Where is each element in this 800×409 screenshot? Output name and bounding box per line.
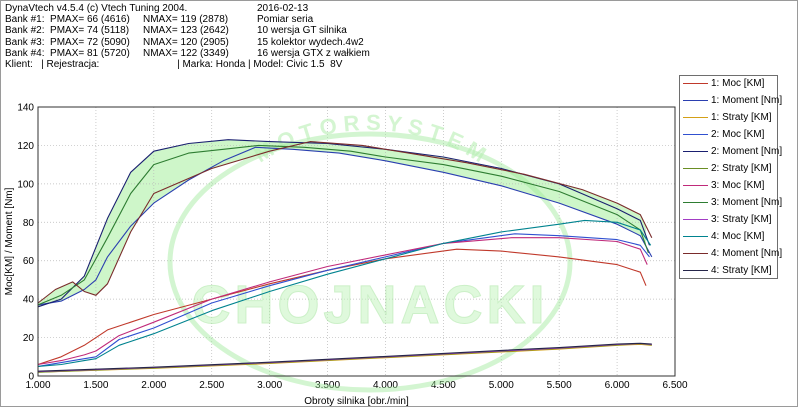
legend-swatch [683, 253, 708, 254]
legend-swatch [683, 219, 708, 220]
y-tick-label: 40 [23, 295, 35, 306]
y-tick-label: 20 [23, 333, 35, 344]
legend-item: 4: Straty [KM] [680, 263, 777, 280]
watermark-ring [167, 131, 573, 393]
legend-swatch [683, 117, 708, 118]
legend-swatch [683, 83, 708, 84]
bank-3-pmax: Bank #3: PMAX= 72 (5090) [5, 36, 130, 48]
legend-label: 1: Moment [Nm] [711, 95, 783, 106]
bank-3-description: 15 kolektor wydech.4w2 [257, 36, 364, 48]
legend-item: 1: Straty [KM] [680, 110, 777, 127]
series-line-10 [37, 219, 652, 367]
y-tick-label: 120 [17, 141, 34, 152]
legend-label: 3: Moc [KM] [711, 180, 765, 191]
bank-1-pmax: Bank #1: PMAX= 66 (4616) [5, 14, 130, 26]
legend-swatch [683, 151, 708, 152]
legend-swatch [683, 168, 708, 169]
plot-area-border [37, 106, 676, 377]
y-tick-label: 0 [28, 372, 34, 383]
bank-1-description: Pomiar seria [257, 14, 314, 26]
legend-label: 1: Moc [KM] [711, 78, 765, 89]
legend-item: 1: Moment [Nm] [680, 93, 782, 110]
legend-swatch [683, 270, 708, 271]
legend-item: 4: Moc [KM] [680, 229, 777, 246]
legend-swatch [683, 236, 708, 237]
moment-band-area [38, 139, 646, 307]
y-axis-title: Moc[KM] / Moment [Nm] [4, 187, 15, 295]
bank-1-nmax: NMAX= 119 (2878) [143, 14, 229, 26]
legend-label: 2: Straty [KM] [711, 163, 772, 174]
x-tick-label: 6.500 [662, 380, 687, 391]
legend-swatch [683, 100, 708, 101]
legend-item: 4: Moment [Nm] [680, 246, 782, 263]
legend-swatch [683, 202, 708, 203]
bank-4-description: 16 wersja GTX z wałkiem [257, 47, 370, 59]
series-line-5 [37, 139, 651, 308]
header-row-bank-3: Bank #3: PMAX= 72 (5090) NMAX= 120 (2905… [5, 36, 364, 48]
series-line-12 [37, 342, 652, 372]
legend-label: 2: Moc [KM] [711, 129, 765, 140]
series-line-4 [37, 233, 650, 367]
bank-3-nmax: NMAX= 120 (2905) [143, 36, 229, 48]
series-line-2 [37, 146, 653, 306]
client-vehicle-info: Klient: | Rejestracja: | Marka: Honda | … [5, 58, 343, 70]
chart-legend: 1: Moc [KM] 1: Moment [Nm] 1: Straty [KM] 2… [679, 75, 782, 280]
series-line-7 [37, 237, 648, 366]
x-tick-label: 5.500 [547, 380, 572, 391]
legend-swatch [683, 134, 708, 135]
x-tick-label: 6.000 [605, 380, 630, 391]
legend-swatch [683, 185, 708, 186]
y-tick-label: 100 [17, 179, 34, 190]
chart-series [37, 139, 653, 373]
x-tick-label: 3.500 [315, 380, 340, 391]
x-tick-label: 2.500 [199, 380, 224, 391]
header-row-bank-1: Bank #1: PMAX= 66 (4616) NMAX= 119 (2878… [5, 14, 342, 25]
bank-2-pmax: Bank #2: PMAX= 74 (5118) [5, 25, 130, 37]
bank-4-pmax: Bank #4: PMAX= 81 (5720) [5, 47, 130, 59]
legend-label: 3: Moment [Nm] [711, 197, 783, 208]
watermark-main-text: CHOJNACKI [191, 275, 548, 335]
y-tick-label: 80 [23, 218, 35, 229]
y-tick-label: 140 [17, 103, 34, 114]
legend-label: 4: Moc [KM] [711, 231, 765, 242]
series-line-11 [37, 141, 653, 304]
x-tick-label: 4.500 [431, 380, 456, 391]
series-line-1 [37, 248, 647, 366]
legend-item: 2: Moment [Nm] [680, 144, 782, 161]
header-row-bank-4: Bank #4: PMAX= 81 (5720) NMAX= 122 (3349… [5, 47, 370, 59]
header-row-bank-2: Bank #2: PMAX= 74 (5118) NMAX= 123 (2642… [5, 25, 347, 37]
x-tick-label: 3.000 [257, 380, 282, 391]
legend-item: 3: Moment [Nm] [680, 195, 782, 212]
chart-axes: Obroty silnika [obr./min] Moc[KM] / Momen… [4, 106, 676, 407]
legend-item: 2: Straty [KM] [680, 161, 777, 178]
legend-item: 3: Straty [KM] [680, 212, 777, 229]
legend-label: 1: Straty [KM] [711, 112, 772, 123]
legend-item: 2: Moc [KM] [680, 127, 777, 144]
bank-2-description: 10 wersja GT silnika [257, 25, 347, 37]
x-axis-title: Obroty silnika [obr./min] [304, 396, 409, 407]
x-tick-label: 5.000 [489, 380, 514, 391]
moment-band [38, 139, 646, 307]
bank-4-nmax: NMAX= 122 (3349) [143, 47, 229, 59]
legend-label: 3: Straty [KM] [711, 214, 772, 225]
legend-label: 2: Moment [Nm] [711, 146, 783, 157]
x-tick-label: 1.000 [25, 380, 50, 391]
header-date: 2016-02-13 [257, 3, 309, 14]
legend-item: 3: Moc [KM] [680, 178, 777, 195]
legend-label: 4: Straty [KM] [711, 265, 772, 276]
x-tick-label: 2.000 [141, 380, 166, 391]
test-header: DynaVtech v4.5.4 (c) Vtech Tuning 2004. … [5, 3, 370, 70]
x-tick-label: 4.000 [373, 380, 398, 391]
header-app-name: DynaVtech v4.5.4 (c) Vtech Tuning 2004. [5, 3, 188, 14]
y-tick-label: 60 [23, 256, 35, 267]
legend-item: 1: Moc [KM] [680, 76, 777, 93]
bank-2-nmax: NMAX= 123 (2642) [143, 25, 229, 37]
header-row-title: DynaVtech v4.5.4 (c) Vtech Tuning 2004. … [5, 3, 342, 14]
series-line-8 [37, 144, 649, 306]
legend-label: 4: Moment [Nm] [711, 248, 783, 259]
x-tick-label: 1.500 [83, 380, 108, 391]
